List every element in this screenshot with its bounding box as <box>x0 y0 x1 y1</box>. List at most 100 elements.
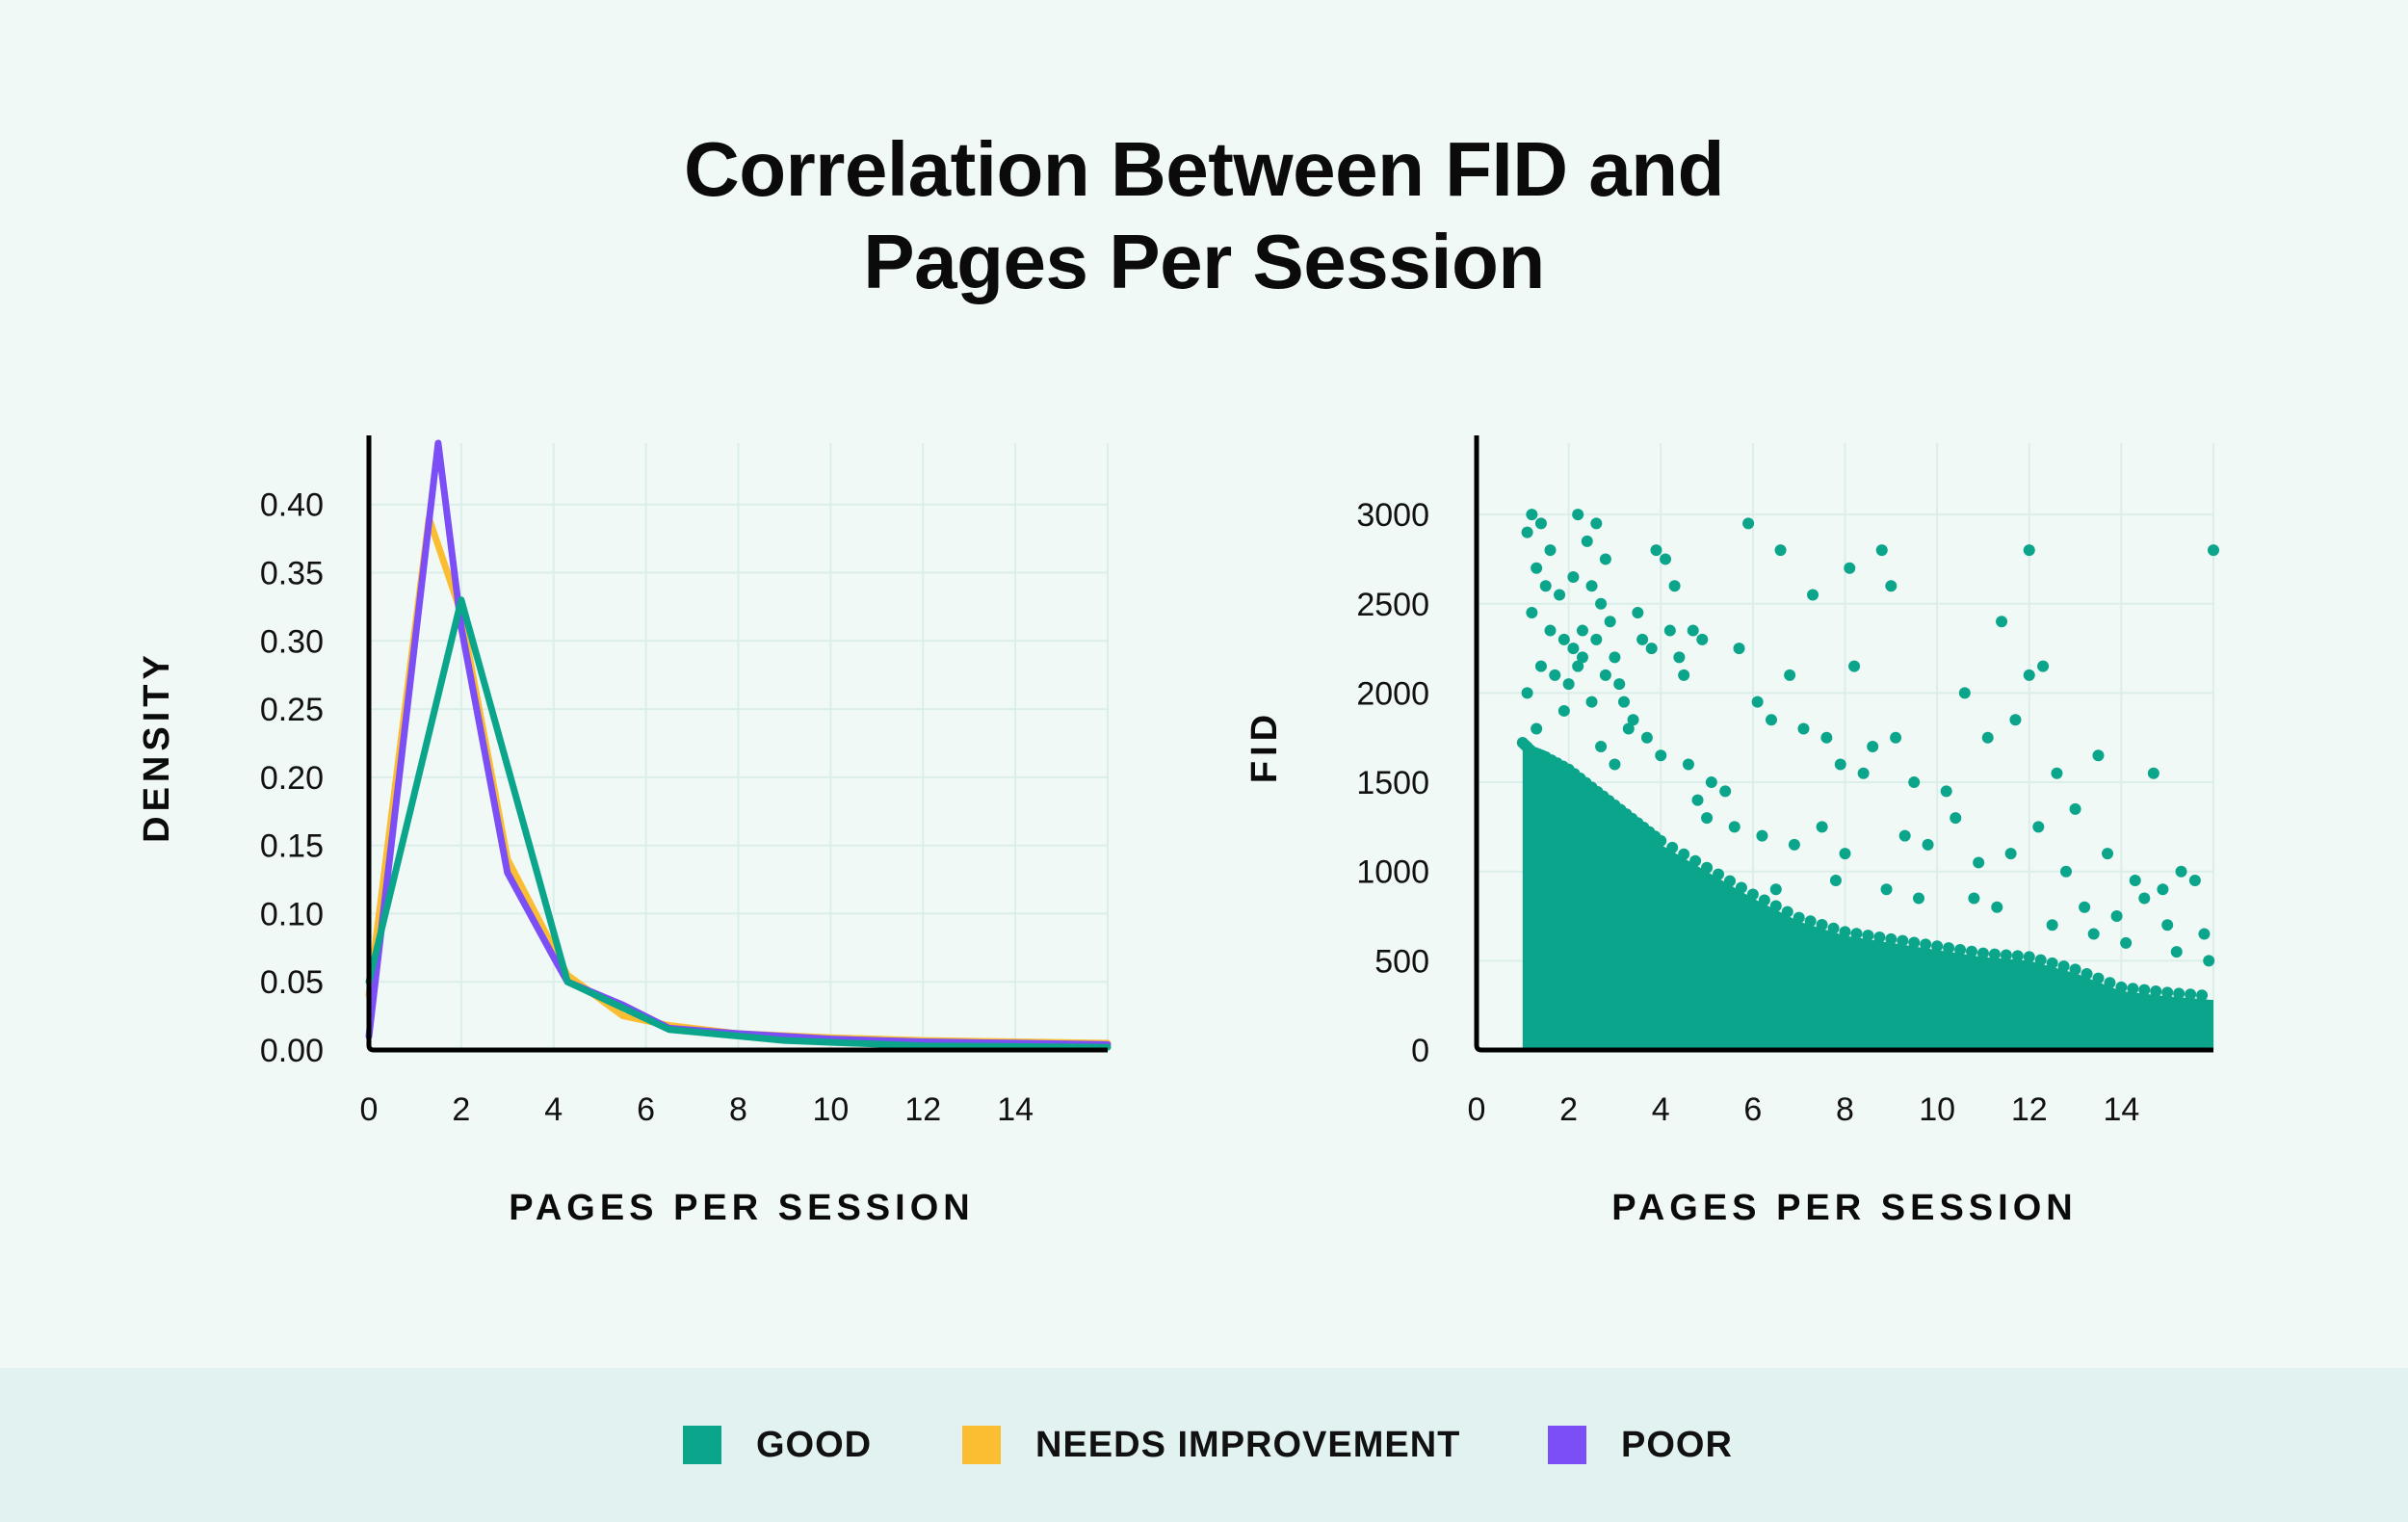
fid-scatter-point <box>1650 544 1662 557</box>
fid-scatter-point <box>1622 722 1635 735</box>
fid-scatter-point <box>1682 758 1694 771</box>
fid-scatter-point <box>2000 949 2012 961</box>
fid-scatter-point <box>1636 633 1649 645</box>
page-title-line1: Correlation Between FID and <box>684 126 1724 212</box>
fid-scatter-point <box>1609 651 1621 664</box>
legend-item-needs-improvement: NEEDS IMPROVEMENT <box>962 1424 1461 1465</box>
fid-scatter-point <box>2037 660 2050 672</box>
fid-scatter-point <box>1668 580 1681 592</box>
fid-scatter-point <box>1920 938 1932 951</box>
fid-scatter-point <box>1769 900 1782 912</box>
legend-label-needs-improvement: NEEDS IMPROVEMENT <box>1035 1424 1461 1465</box>
legend-swatch-needs-improvement <box>962 1426 1001 1464</box>
fid-scatter-point <box>1554 589 1566 601</box>
fid-scatter-point <box>1645 643 1658 655</box>
fid-scatter-point <box>2175 865 2187 878</box>
density-y-tick-label: 0.05 <box>260 964 324 1001</box>
fid-scatter-chart: 0 2 4 6 8 10 12 14 0 500 1000 1500 2000 2500 3000 PAGES… <box>1244 435 2219 1228</box>
fid-scatter-point <box>1585 695 1598 708</box>
fid-scatter-point <box>2032 821 2045 833</box>
fid-scatter-point <box>2057 960 2070 973</box>
fid-scatter-point <box>1898 829 1911 842</box>
fid-scatter-point <box>2046 919 2058 932</box>
fid-scatter-point <box>1965 945 1977 958</box>
density-y-tick-label: 0.10 <box>260 896 324 932</box>
fid-scatter-point <box>1816 919 1828 931</box>
density-x-tick-label: 4 <box>544 1091 563 1128</box>
fid-scatter-point <box>2138 892 2151 905</box>
fid-scatter-point <box>1793 911 1805 924</box>
fid-scatter-point <box>1604 616 1616 628</box>
fid-scatter-point <box>2185 988 2197 1001</box>
fid-scatter-point <box>1774 544 1787 557</box>
density-x-tick-label: 0 <box>360 1091 379 1128</box>
fid-scatter-point <box>1829 874 1842 886</box>
fid-scatter-point <box>1609 758 1621 771</box>
fid-x-axis-title: PAGES PER SESSION <box>1611 1188 2077 1228</box>
fid-scatter-point <box>1613 678 1626 691</box>
fid-scatter-point <box>1534 517 1547 530</box>
fid-scatter-point <box>1728 821 1741 833</box>
fid-scatter-point <box>1534 660 1547 672</box>
fid-scatter-point <box>1746 888 1759 901</box>
legend-bar <box>0 1368 2408 1522</box>
fid-scatter-point <box>1549 669 1561 681</box>
fid-scatter-point <box>2102 848 2114 860</box>
fid-scatter-point <box>1788 838 1800 851</box>
fid-scatter-point <box>2198 928 2211 940</box>
fid-scatter-point <box>1567 643 1580 655</box>
fid-scatter-point <box>1526 607 1538 619</box>
fid-scatter-point <box>2092 972 2105 984</box>
density-y-tick-label: 0.25 <box>260 692 324 728</box>
fid-scatter-point <box>1572 660 1584 672</box>
fid-scatter-point <box>1627 714 1639 726</box>
fid-scatter-point <box>1850 928 1863 940</box>
fid-x-tick-label: 8 <box>1836 1091 1854 1128</box>
fid-x-tick-label: 6 <box>1743 1091 1762 1128</box>
fid-scatter-point <box>1595 741 1608 752</box>
density-y-tick-label: 0.15 <box>260 828 324 865</box>
fid-scatter-point <box>1581 535 1593 547</box>
fid-scatter-point <box>2023 544 2035 557</box>
fid-scatter-point <box>1908 776 1921 789</box>
density-x-tick-label: 14 <box>997 1091 1034 1128</box>
fid-y-tick-label: 2000 <box>1356 675 1429 712</box>
fid-scatter-point <box>1562 678 1575 691</box>
fid-scatter-dense-region <box>1522 747 2213 1050</box>
fid-scatter-point <box>1751 695 1764 708</box>
fid-scatter-point <box>2196 989 2209 1002</box>
fid-scatter-point <box>1526 509 1538 521</box>
fid-scatter-point <box>1913 892 1924 905</box>
page-title: Correlation Between FID and Pages Per Se… <box>0 123 2408 308</box>
fid-scatter-point <box>1678 669 1690 681</box>
fid-scatter-point <box>2034 954 2047 966</box>
fid-y-axis-title: FID <box>1244 710 1285 783</box>
fid-scatter-point <box>2092 749 2105 762</box>
fid-scatter-point <box>2004 848 2017 860</box>
fid-scatter-point <box>1733 643 1745 655</box>
fid-scatter-point <box>2157 883 2169 896</box>
fid-scatter-point <box>1585 580 1598 592</box>
density-y-tick-label: 0.40 <box>260 487 324 524</box>
fid-scatter-point <box>1599 553 1611 565</box>
fid-scatter-point <box>1996 616 2008 628</box>
density-x-tick-label: 2 <box>452 1091 470 1128</box>
fid-scatter-point <box>1572 509 1584 521</box>
fid-scatter-point <box>2161 986 2174 999</box>
fid-y-tick-label: 0 <box>1411 1033 1429 1069</box>
fid-scatter-point <box>1713 868 1725 880</box>
fid-scatter-point <box>1590 517 1603 530</box>
fid-scatter-point <box>1735 881 1747 894</box>
fid-scatter-point <box>1595 597 1608 610</box>
fid-scatter-point <box>1968 892 1980 905</box>
fid-scatter-point <box>1557 633 1570 645</box>
fid-x-tick-label: 4 <box>1652 1091 1670 1128</box>
fid-scatter-point <box>1531 562 1543 574</box>
fid-scatter-point <box>2081 967 2093 980</box>
fid-scatter-point <box>1834 758 1846 771</box>
fid-scatter-point <box>1539 580 1552 592</box>
fid-scatter-point <box>1756 829 1768 842</box>
fid-scatter-point <box>1820 731 1833 744</box>
fid-scatter-point <box>1632 607 1644 619</box>
fid-scatter-point <box>2120 936 2133 949</box>
